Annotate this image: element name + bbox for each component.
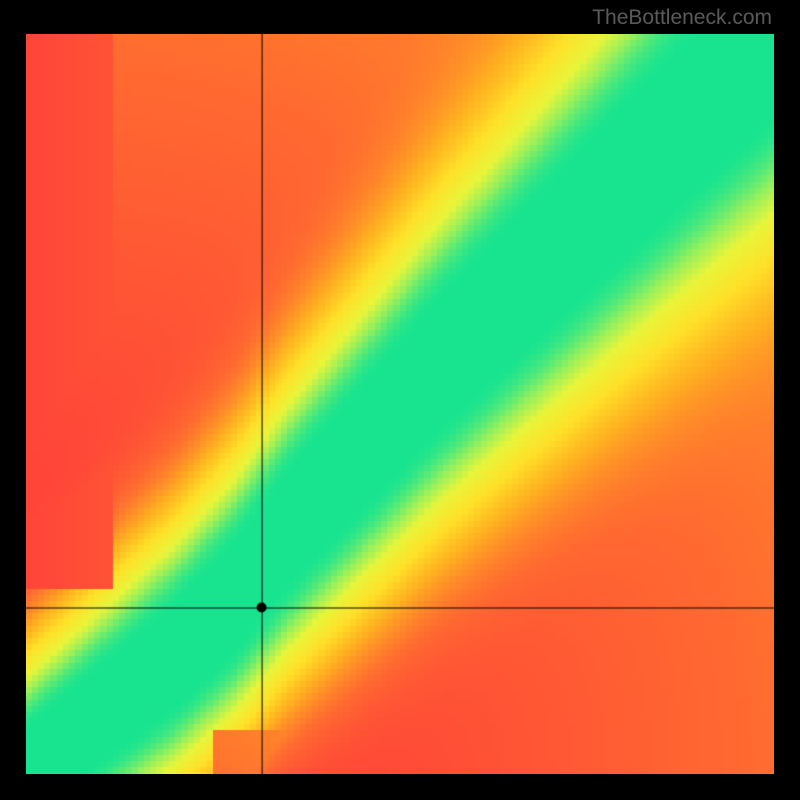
watermark-text: TheBottleneck.com: [592, 6, 772, 30]
bottleneck-heatmap: [26, 34, 774, 774]
heatmap-canvas: [26, 34, 774, 774]
